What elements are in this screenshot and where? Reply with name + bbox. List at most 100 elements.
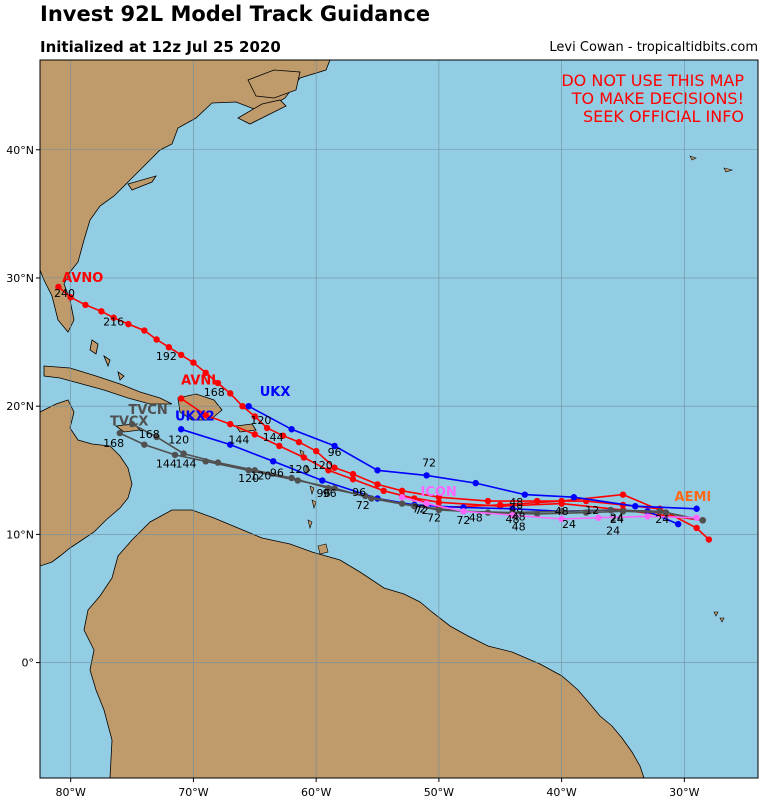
forecast-hour-label: 24 (610, 512, 624, 525)
lat-tick-label: 40°N (6, 144, 34, 157)
track-point (288, 426, 295, 433)
forecast-hour-label: 72 (415, 504, 429, 517)
map-frame (39, 59, 759, 779)
track-point (380, 487, 387, 494)
track-point (300, 454, 308, 461)
forecast-hour-label: 24 (655, 513, 669, 526)
track-point (570, 494, 578, 501)
track-point (331, 485, 338, 492)
track-point (202, 411, 209, 419)
model-tracks (55, 283, 713, 543)
track-point (423, 472, 430, 479)
track-point (319, 477, 326, 484)
forecast-hour-label: 144 (263, 431, 284, 444)
forecast-hour-label: 72 (356, 499, 370, 512)
track-point (619, 491, 627, 498)
track-point (214, 379, 222, 387)
lat-tick-label: 0° (22, 657, 35, 670)
track-point (239, 402, 246, 410)
track-point (251, 413, 258, 420)
model-label-avni: AVNI (181, 373, 216, 388)
forecast-hour-label: 96 (352, 486, 366, 499)
mexico-central-america (40, 399, 133, 567)
track-point (312, 447, 320, 455)
forecast-hour-label: 240 (54, 287, 75, 300)
track-point (656, 508, 664, 515)
track-point (435, 494, 443, 501)
track-icon (398, 494, 700, 523)
forecast-hour-label: 120 (312, 459, 333, 472)
track-point (325, 467, 332, 474)
forecast-hour-label: 120 (168, 433, 189, 446)
forecast-hour-label: 168 (139, 428, 160, 441)
warning-line: TO MAKE DECISIONS! (571, 89, 744, 108)
forecast-hour-label: 120 (250, 469, 271, 482)
forecast-hour-label: 144 (228, 433, 249, 446)
bahamas (89, 339, 125, 381)
lon-tick-label: 50°W (424, 786, 454, 799)
model-label-ukx2: UKX2 (175, 409, 215, 424)
forecast-hour-label: 120 (238, 472, 259, 485)
track-point (331, 464, 338, 471)
warning-line: SEEK OFFICIAL INFO (583, 107, 744, 126)
track-avno (55, 283, 713, 543)
track-point (202, 458, 209, 465)
model-label-icon: ICON (420, 485, 456, 500)
forecast-hour-label: 48 (512, 521, 526, 534)
forecast-hour-label: 12 (585, 504, 599, 517)
forecast-hour-label: 216 (103, 315, 124, 328)
forecast-hour-label: 192 (156, 350, 177, 363)
forecast-hour-label: 144 (156, 458, 177, 471)
track-point (110, 314, 117, 321)
forecast-hour-label: 24 (610, 513, 624, 526)
track-point (128, 420, 136, 428)
forecast-hour-label: 168 (204, 386, 225, 399)
lat-tick-label: 10°N (6, 528, 34, 541)
forecast-hour-label: 96 (317, 487, 331, 500)
track-point (558, 500, 565, 507)
track-point (374, 481, 381, 488)
track-point (116, 429, 123, 437)
track-line (248, 405, 697, 510)
model-label-ukx: UKX (260, 385, 291, 400)
track-point (171, 451, 179, 459)
track-point (595, 514, 602, 521)
nova-scotia (237, 99, 287, 125)
track-line (131, 423, 703, 522)
forecast-hour-label: 120 (288, 463, 309, 476)
track-point (202, 369, 209, 377)
track-point (190, 359, 197, 366)
track-point (276, 442, 283, 450)
forecast-hour-label: 72 (456, 514, 470, 527)
forecast-hour-label: 96 (270, 467, 284, 480)
forecast-hour-label: 96 (323, 487, 337, 500)
track-point (558, 508, 565, 515)
forecast-hour-label: 48 (509, 503, 523, 516)
track-ukx (245, 402, 700, 512)
azores (689, 155, 734, 173)
forecast-hour-label: 72 (412, 503, 426, 516)
forecast-hour-label: 48 (555, 505, 569, 518)
track-point (251, 431, 258, 438)
track-point (245, 467, 252, 474)
track-point (294, 477, 301, 484)
track-point (295, 438, 303, 446)
track-point (141, 441, 148, 448)
track-point (263, 424, 271, 432)
hispaniola (177, 393, 223, 421)
track-point (632, 502, 639, 510)
forecast-hour-label: 168 (103, 437, 124, 450)
axis-ticks: 80°W 70°W 60°W 50°W 40°W 30°W 40°N 30°N 20°N 10°N… (6, 144, 699, 799)
track-point (558, 515, 565, 523)
track-point (141, 327, 148, 334)
track-point (607, 506, 614, 514)
track-point (693, 514, 700, 521)
lon-tick-label: 70°W (178, 786, 208, 799)
forecast-hour-label: 72 (427, 512, 441, 525)
track-point (177, 426, 185, 433)
south-america (83, 509, 645, 778)
track-point (227, 420, 234, 428)
track-point (55, 283, 62, 291)
